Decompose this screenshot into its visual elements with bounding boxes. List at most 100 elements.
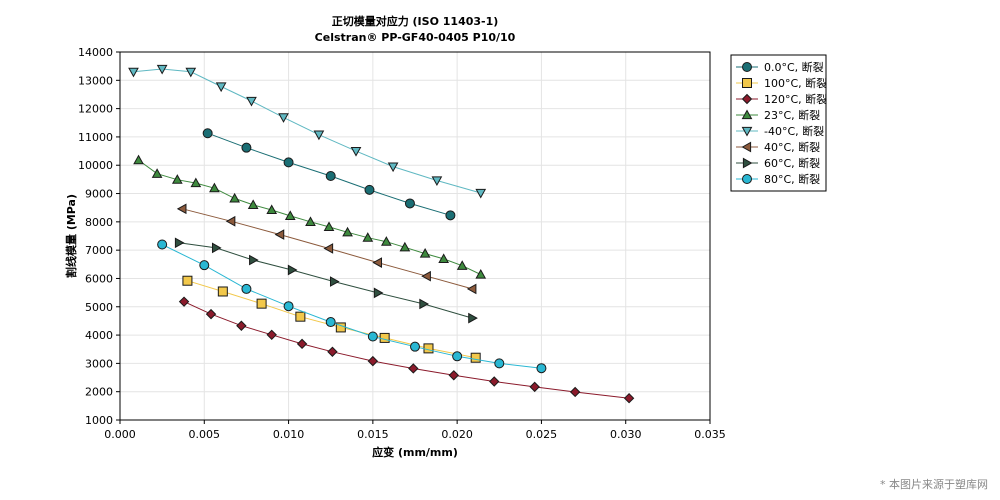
legend-item: -40°C, 断裂 xyxy=(736,124,824,138)
data-point xyxy=(202,128,213,139)
series-line xyxy=(161,244,542,369)
x-tick-label: 0.020 xyxy=(441,428,473,441)
legend-label: 100°C, 断裂 xyxy=(764,76,827,90)
data-point xyxy=(313,130,325,141)
data-point xyxy=(380,236,392,246)
data-point xyxy=(274,229,285,240)
legend-item: 120°C, 断裂 xyxy=(736,92,827,106)
data-point xyxy=(157,239,168,250)
y-tick-label: 11000 xyxy=(78,131,113,144)
legend-item: 60°C, 断裂 xyxy=(736,156,820,170)
y-tick-label: 3000 xyxy=(85,357,113,370)
y-tick-label: 14000 xyxy=(78,46,113,59)
series-5 xyxy=(176,203,477,295)
data-point xyxy=(536,363,547,374)
data-point xyxy=(423,343,434,354)
legend-box xyxy=(730,54,827,192)
series-line xyxy=(187,280,476,359)
legend-label: 80°C, 断裂 xyxy=(764,172,820,186)
legend-item: 40°C, 断裂 xyxy=(736,140,820,154)
legend-marker xyxy=(741,141,752,153)
x-tick-label: 0.030 xyxy=(610,428,642,441)
series-line xyxy=(178,242,473,319)
data-point xyxy=(185,67,197,78)
data-point xyxy=(295,311,306,322)
data-point xyxy=(266,204,278,215)
series-2 xyxy=(178,296,635,404)
data-point xyxy=(176,203,187,215)
data-point xyxy=(323,221,335,232)
data-point xyxy=(133,154,144,165)
data-point xyxy=(470,352,481,363)
data-point xyxy=(178,296,190,307)
data-point xyxy=(372,257,383,268)
data-point xyxy=(215,82,227,93)
data-point xyxy=(225,215,236,227)
data-point xyxy=(156,64,168,75)
legend-marker xyxy=(741,93,753,105)
x-tick-label: 0.025 xyxy=(526,428,558,441)
data-point xyxy=(247,199,259,209)
x-tick-label: 0.015 xyxy=(357,428,389,441)
data-point xyxy=(205,308,217,320)
plot-area: 1000 2000 3000 4000 5000 6000 7000 8000 9000 1000… xyxy=(78,46,726,441)
y-axis-label: 割线模量 (MPa) xyxy=(64,194,78,278)
y-tick-label: 1000 xyxy=(85,414,113,427)
data-point xyxy=(199,260,210,271)
data-point xyxy=(364,184,375,195)
data-point xyxy=(325,170,336,181)
data-point xyxy=(241,142,252,153)
data-point xyxy=(266,329,277,341)
data-point xyxy=(445,210,456,221)
watermark: * 本图片来源于塑库网 xyxy=(880,478,988,491)
data-point xyxy=(246,96,257,107)
data-point xyxy=(431,176,443,187)
legend-marker xyxy=(741,126,753,137)
legend-item: 0.0°C, 断裂 xyxy=(736,60,824,74)
y-tick-label: 2000 xyxy=(85,386,113,399)
y-tick-label: 8000 xyxy=(85,216,113,229)
legend-marker xyxy=(742,157,753,169)
data-point xyxy=(305,216,316,226)
series-0 xyxy=(202,128,456,221)
legend-marker xyxy=(742,62,752,72)
data-point xyxy=(278,113,289,123)
legend-label: 40°C, 断裂 xyxy=(764,140,820,154)
data-point xyxy=(452,351,463,362)
legend-marker xyxy=(741,109,753,120)
data-point xyxy=(323,243,334,254)
data-point xyxy=(296,338,308,350)
data-point xyxy=(229,192,240,203)
data-point xyxy=(399,241,411,252)
data-point xyxy=(569,386,581,398)
data-point xyxy=(287,264,298,276)
x-axis-label: 应变 (mm/mm) xyxy=(372,445,458,459)
legend-item: 100°C, 断裂 xyxy=(736,76,827,90)
legend-label: -40°C, 断裂 xyxy=(764,124,824,138)
data-point xyxy=(128,67,139,78)
data-point xyxy=(283,301,294,312)
data-point xyxy=(342,226,353,237)
x-tick-label: 0.005 xyxy=(189,428,221,441)
legend-item: 23°C, 断裂 xyxy=(736,108,820,122)
data-point xyxy=(475,188,487,199)
data-point xyxy=(350,146,362,157)
data-point xyxy=(419,298,429,310)
data-point xyxy=(362,232,374,242)
x-tick-label: 0.000 xyxy=(104,428,136,441)
legend-label: 120°C, 断裂 xyxy=(764,92,827,106)
y-tick-label: 13000 xyxy=(78,74,113,87)
data-point xyxy=(419,248,431,258)
y-tick-label: 12000 xyxy=(78,103,113,116)
data-point xyxy=(182,275,193,286)
legend-label: 60°C, 断裂 xyxy=(764,156,820,170)
data-point xyxy=(217,286,228,297)
data-point xyxy=(241,283,252,294)
data-point xyxy=(408,363,419,374)
plot-frame xyxy=(119,51,711,421)
y-tick-label: 10000 xyxy=(78,159,113,172)
data-point xyxy=(448,370,459,381)
chart-subtitle: Celstran® PP-GF40-0405 P10/10 xyxy=(315,31,516,44)
data-point xyxy=(209,182,220,193)
